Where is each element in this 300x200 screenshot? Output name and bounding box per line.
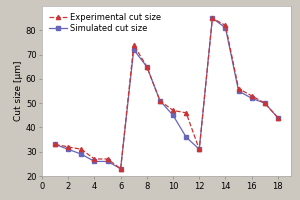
Y-axis label: Cut size [µm]: Cut size [µm]	[14, 61, 23, 121]
Experimental cut size	[158, 100, 162, 102]
Experimental cut size	[80, 148, 83, 150]
Experimental cut size	[93, 158, 96, 160]
Experimental cut size	[66, 146, 70, 148]
Simulated cut size	[145, 66, 148, 68]
Experimental cut size	[53, 143, 57, 146]
Simulated cut size	[66, 148, 70, 150]
Simulated cut size	[158, 100, 162, 102]
Experimental cut size	[237, 87, 240, 90]
Simulated cut size	[197, 148, 201, 150]
Simulated cut size	[237, 90, 240, 92]
Experimental cut size	[106, 158, 109, 160]
Simulated cut size	[263, 102, 267, 104]
Experimental cut size	[224, 24, 227, 27]
Simulated cut size	[80, 153, 83, 155]
Simulated cut size	[224, 27, 227, 29]
Simulated cut size	[93, 160, 96, 163]
Simulated cut size	[132, 49, 136, 51]
Line: Simulated cut size: Simulated cut size	[53, 16, 280, 170]
Experimental cut size	[145, 66, 148, 68]
Simulated cut size	[211, 17, 214, 19]
Experimental cut size	[211, 17, 214, 19]
Experimental cut size	[263, 102, 267, 104]
Simulated cut size	[250, 97, 253, 99]
Experimental cut size	[250, 95, 253, 97]
Simulated cut size	[184, 136, 188, 138]
Experimental cut size	[119, 168, 122, 170]
Experimental cut size	[171, 109, 175, 112]
Experimental cut size	[132, 44, 136, 46]
Simulated cut size	[276, 117, 280, 119]
Experimental cut size	[276, 117, 280, 119]
Legend: Experimental cut size, Simulated cut size: Experimental cut size, Simulated cut siz…	[46, 10, 164, 35]
Simulated cut size	[119, 168, 122, 170]
Experimental cut size	[184, 112, 188, 114]
Simulated cut size	[53, 143, 57, 146]
Simulated cut size	[171, 114, 175, 116]
Experimental cut size	[197, 148, 201, 150]
Simulated cut size	[106, 160, 109, 163]
Line: Experimental cut size: Experimental cut size	[53, 16, 280, 171]
